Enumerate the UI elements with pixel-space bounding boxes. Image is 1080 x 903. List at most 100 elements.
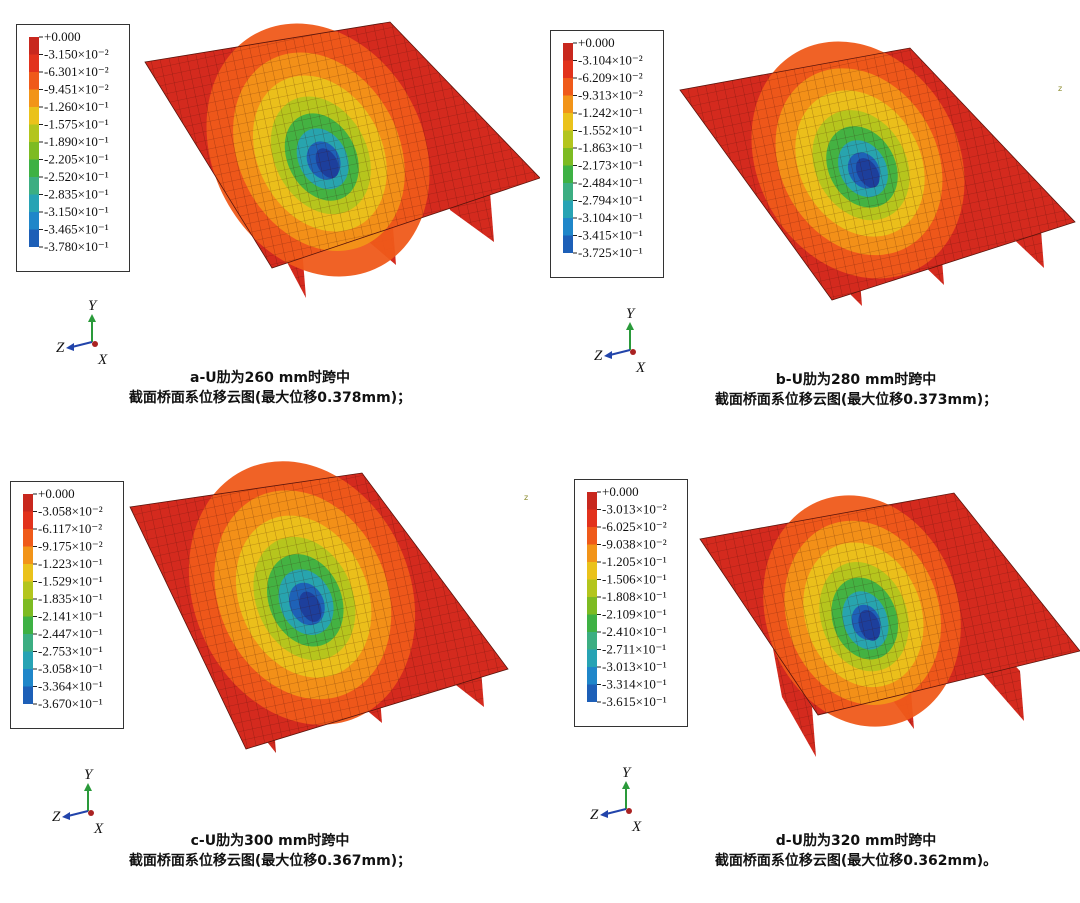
legend-label: -3.314×10⁻¹ <box>602 677 667 692</box>
contour-legend: +0.000 -3.150×10⁻² -6.301×10⁻² -9.451×10⁻² -… <box>16 24 130 272</box>
z-axis-label: Z <box>56 340 65 356</box>
axis-triad: Y Z X <box>52 767 104 837</box>
y-axis-label: Y <box>626 306 636 322</box>
z-axis-label: Z <box>594 348 603 364</box>
y-axis-label: Y <box>84 767 94 783</box>
legend-swatch <box>23 686 33 704</box>
x-axis-label: X <box>631 819 642 835</box>
legend-label: -9.451×10⁻² <box>44 82 109 97</box>
legend-swatch <box>23 546 33 564</box>
legend-label: -3.013×10⁻² <box>602 502 667 517</box>
z-axis-label: Z <box>52 809 61 825</box>
contour-legend: +0.000 -3.058×10⁻² -6.117×10⁻² -9.175×10⁻² -… <box>10 481 124 729</box>
legend-swatch <box>23 651 33 669</box>
legend-label: -3.104×10⁻² <box>578 53 643 68</box>
deck-contour-plot <box>129 461 509 753</box>
legend-label: -6.025×10⁻² <box>602 519 667 534</box>
caption-line-2: 截面桥面系位移云图(最大位移0.367mm)； <box>128 853 412 869</box>
legend-swatch <box>563 95 573 113</box>
figure-caption: b-U肋为280 mm时跨中 截面桥面系位移云图(最大位移0.373mm)； <box>586 370 1080 410</box>
y-axis-label: Y <box>622 765 632 781</box>
deck-contour-plot <box>144 21 540 298</box>
legend-label: +0.000 <box>44 29 81 44</box>
legend-swatch <box>29 159 39 177</box>
legend-label: -2.484×10⁻¹ <box>578 175 643 190</box>
legend-label: -9.313×10⁻² <box>578 88 643 103</box>
legend-label: -1.835×10⁻¹ <box>38 591 103 606</box>
legend-label: -2.109×10⁻¹ <box>602 607 667 622</box>
legend-label: -3.058×10⁻¹ <box>38 661 103 676</box>
legend-swatch <box>23 599 33 617</box>
legend-swatch <box>563 148 573 166</box>
legend-swatch <box>29 37 39 55</box>
legend-swatch <box>587 527 597 545</box>
legend-swatch <box>587 492 597 510</box>
panel-a: +0.000 -3.150×10⁻² -6.301×10⁻² -9.451×10⁻² -… <box>0 0 540 451</box>
legend-swatch <box>23 564 33 582</box>
legend-swatch <box>23 634 33 652</box>
legend-label: -1.890×10⁻¹ <box>44 134 109 149</box>
legend-label: -6.209×10⁻² <box>578 70 643 85</box>
legend-swatch <box>563 78 573 96</box>
legend-label: -3.364×10⁻¹ <box>38 679 103 694</box>
x-axis-dot <box>626 808 632 814</box>
legend-swatch <box>563 183 573 201</box>
legend-scale: +0.000 -3.013×10⁻² -6.025×10⁻² -9.038×10⁻² -… <box>587 484 667 709</box>
x-axis-label: X <box>635 360 646 376</box>
stray-axis-mark: z <box>524 493 529 502</box>
legend-swatch <box>23 494 33 512</box>
legend-label: -1.260×10⁻¹ <box>44 99 109 114</box>
deck-contour-plot <box>699 492 1080 757</box>
legend-label: -3.104×10⁻¹ <box>578 210 643 225</box>
legend-swatch <box>29 142 39 160</box>
legend-swatch <box>23 529 33 547</box>
z-axis-arrow <box>605 808 627 815</box>
caption-line-1: c-U肋为300 mm时跨中 <box>190 833 350 849</box>
x-axis-dot <box>88 810 94 816</box>
legend-label: -2.173×10⁻¹ <box>578 158 643 173</box>
legend-label: -3.150×10⁻² <box>44 47 109 62</box>
legend-label: -3.670×10⁻¹ <box>38 696 103 711</box>
legend-label: -2.835×10⁻¹ <box>44 187 109 202</box>
legend-swatch <box>587 579 597 597</box>
x-axis-dot <box>92 341 98 347</box>
caption-line-2: 截面桥面系位移云图(最大位移0.378mm)； <box>128 390 412 406</box>
panel-d: +0.000 -3.013×10⁻² -6.025×10⁻² -9.038×10⁻² -… <box>540 451 1080 902</box>
legend-label: -1.242×10⁻¹ <box>578 105 643 120</box>
legend-swatch <box>563 60 573 78</box>
legend-label: -1.575×10⁻¹ <box>44 117 109 132</box>
legend-swatch <box>29 212 39 230</box>
mesh-grid <box>130 473 508 749</box>
legend-scale: +0.000 -3.104×10⁻² -6.209×10⁻² -9.313×10⁻² -… <box>563 35 643 260</box>
legend-swatch <box>23 581 33 599</box>
figure-caption: c-U肋为300 mm时跨中 截面桥面系位移云图(最大位移0.367mm)； <box>0 831 540 871</box>
mesh-grid <box>700 493 1080 715</box>
axis-triad: Y Z X <box>594 306 646 376</box>
legend-swatch <box>587 614 597 632</box>
legend-swatch <box>587 597 597 615</box>
legend-swatch <box>563 235 573 253</box>
legend-label: -1.808×10⁻¹ <box>602 589 667 604</box>
legend-swatch <box>563 130 573 148</box>
legend-label: -1.205×10⁻¹ <box>602 554 667 569</box>
legend-label: -2.520×10⁻¹ <box>44 169 109 184</box>
stray-axis-mark: z <box>1058 84 1063 93</box>
caption-line-2: 截面桥面系位移云图(最大位移0.362mm)。 <box>714 853 998 869</box>
legend-swatch <box>587 684 597 702</box>
legend-swatch <box>563 165 573 183</box>
legend-swatch <box>29 72 39 90</box>
figure-caption: a-U肋为260 mm时跨中 截面桥面系位移云图(最大位移0.378mm)； <box>0 368 540 408</box>
panel-c: +0.000 -3.058×10⁻² -6.117×10⁻² -9.175×10⁻² -… <box>0 451 540 902</box>
legend-label: -3.058×10⁻² <box>38 504 103 519</box>
caption-line-1: d-U肋为320 mm时跨中 <box>775 833 937 849</box>
legend-label: -2.410×10⁻¹ <box>602 624 667 639</box>
legend-swatch <box>563 113 573 131</box>
x-axis-label: X <box>97 352 108 368</box>
legend-label: -2.794×10⁻¹ <box>578 193 643 208</box>
contour-legend: +0.000 -3.013×10⁻² -6.025×10⁻² -9.038×10⁻² -… <box>574 479 688 727</box>
legend-label: -3.465×10⁻¹ <box>44 222 109 237</box>
legend-label: -2.711×10⁻¹ <box>602 642 666 657</box>
legend-swatch <box>29 54 39 72</box>
deck-contour-plot <box>679 41 1076 306</box>
legend-swatch <box>29 229 39 247</box>
